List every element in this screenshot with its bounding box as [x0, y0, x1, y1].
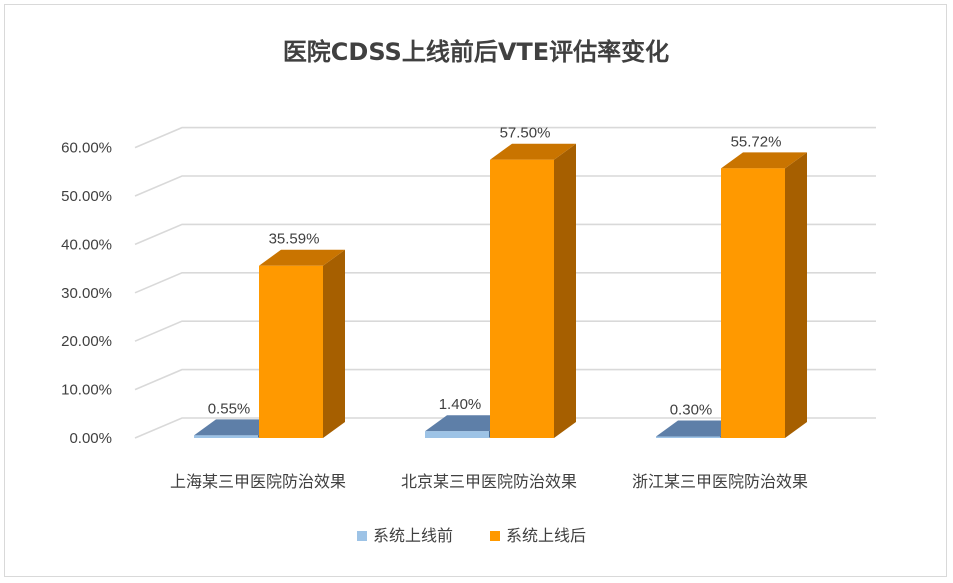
- category-label: 上海某三甲医院防治效果: [170, 472, 346, 491]
- bar-front: [425, 431, 489, 438]
- y-tick-label: 50.00%: [61, 188, 112, 205]
- category-label: 浙江某三甲医院防治效果: [632, 472, 808, 491]
- gridline: [134, 175, 876, 197]
- data-label: 35.59%: [269, 231, 320, 248]
- bar-front: [656, 436, 720, 438]
- y-tick-label: 40.00%: [61, 236, 112, 253]
- bar: [490, 143, 576, 438]
- bar-top: [259, 249, 345, 266]
- bar-front: [259, 265, 323, 438]
- data-label: 0.55%: [208, 400, 251, 417]
- gridline: [134, 223, 876, 246]
- data-label: 0.30%: [670, 402, 713, 419]
- bar-layer: [194, 143, 807, 439]
- legend-swatch: [357, 531, 367, 541]
- data-label: 55.72%: [731, 133, 782, 150]
- bar-top: [490, 143, 576, 160]
- category-label: 北京某三甲医院防治效果: [401, 472, 577, 491]
- bar-side: [554, 143, 576, 438]
- chart-title: 医院CDSS上线前后VTE评估率变化: [283, 38, 669, 66]
- y-tick-label: 60.00%: [61, 140, 112, 157]
- legend-label: 系统上线前: [373, 526, 453, 545]
- bar-front: [490, 159, 554, 438]
- gridline: [134, 126, 876, 149]
- gridline: [134, 417, 876, 439]
- y-tick-label: 20.00%: [61, 333, 112, 350]
- y-tick-label: 0.00%: [69, 430, 112, 447]
- y-tick-label: 30.00%: [61, 285, 112, 302]
- grid-layer: 0.00% 10.00% 20.00% 30.00% 40.00% 50.00% 60.00…: [61, 126, 876, 447]
- bar-top: [656, 420, 742, 437]
- data-label: 57.50%: [500, 125, 551, 142]
- bar-top: [425, 415, 511, 432]
- bar-front: [194, 435, 258, 438]
- bar: [259, 249, 345, 438]
- bar-front: [721, 168, 785, 439]
- gridline: [134, 271, 876, 294]
- bar-side: [785, 152, 807, 439]
- legend: 系统上线前 系统上线后: [357, 526, 586, 545]
- gridline: [134, 320, 876, 342]
- bar-top: [194, 419, 280, 436]
- legend-swatch: [490, 531, 500, 541]
- label-layer: 0.55% 35.59% 上海某三甲医院防治效果 1.40% 57.50% 北京某三甲医院…: [170, 125, 808, 491]
- data-label: 1.40%: [439, 396, 482, 413]
- bar-side: [323, 249, 345, 438]
- gridline: [134, 368, 876, 391]
- bar-top: [721, 152, 807, 169]
- y-tick-label: 10.00%: [61, 382, 112, 399]
- bar: [721, 152, 807, 439]
- legend-label: 系统上线后: [506, 526, 586, 545]
